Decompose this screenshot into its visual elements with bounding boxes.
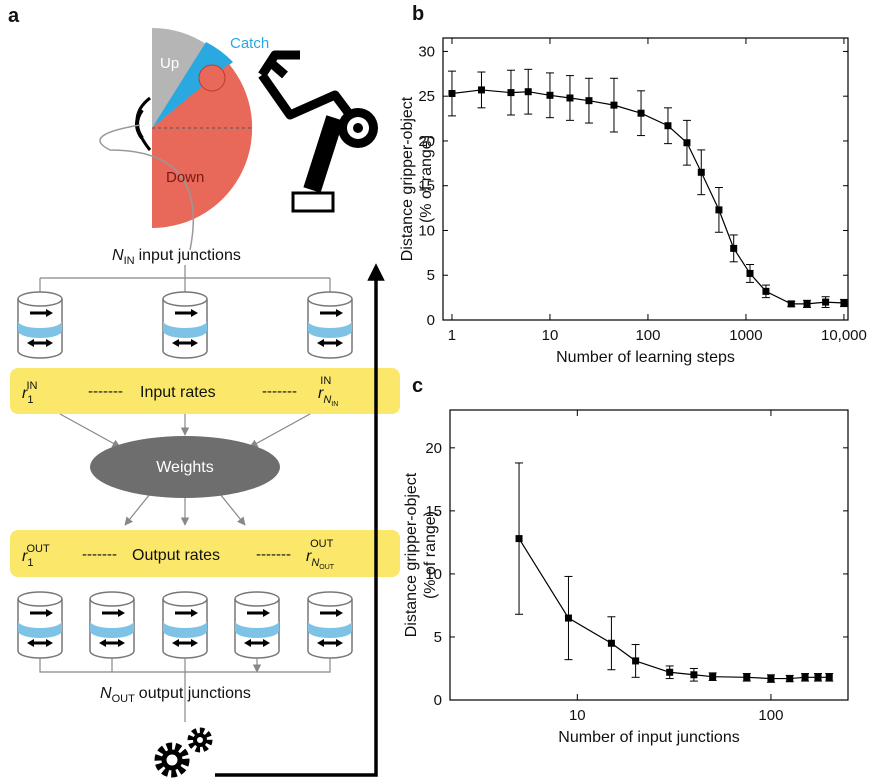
scene — [100, 28, 378, 250]
subscript: N — [323, 394, 331, 406]
panel-label: c — [412, 375, 423, 397]
panel-label: a — [8, 5, 20, 27]
marker — [730, 245, 737, 252]
marker — [565, 615, 572, 622]
marker — [585, 97, 592, 104]
dashes: ------- — [262, 383, 297, 400]
y-tick-label: 5 — [434, 629, 442, 646]
marker — [767, 675, 774, 682]
marker — [762, 288, 769, 295]
superscript: IN — [26, 380, 37, 392]
subscript: 1 — [27, 394, 33, 406]
y-tick-label: 0 — [427, 312, 435, 329]
marker — [525, 88, 532, 95]
y-tick-label: 10 — [418, 222, 435, 239]
symbol: N — [100, 685, 112, 702]
x-tick-label: 1000 — [729, 327, 762, 344]
marker — [804, 300, 811, 307]
input-junctions-label: NIN input junctions — [112, 247, 241, 267]
y-tick-label: 30 — [418, 43, 435, 60]
x-tick-label: 100 — [758, 707, 783, 724]
subscript: N — [311, 557, 319, 569]
input-connectors — [18, 265, 352, 358]
up-label: Up — [160, 55, 179, 72]
y-tick-label: 0 — [434, 692, 442, 709]
marker — [516, 535, 523, 542]
sub-subscript: OUT — [319, 564, 335, 571]
y-axis-label: (% of range) — [418, 135, 435, 223]
input-rates-label: Input rates — [140, 384, 216, 401]
y-tick-label: 20 — [425, 440, 442, 457]
weights-label: Weights — [156, 459, 214, 476]
y-axis-label: Distance gripper-object — [403, 472, 420, 637]
marker — [507, 89, 514, 96]
x-tick-label: 100 — [635, 327, 660, 344]
x-tick-label: 10,000 — [821, 327, 867, 344]
marker — [786, 675, 793, 682]
y-tick-label: 5 — [427, 267, 435, 284]
x-axis-label: Number of learning steps — [556, 349, 735, 366]
marker — [664, 122, 671, 129]
text: output junctions — [139, 685, 251, 702]
marker — [610, 102, 617, 109]
marker — [747, 270, 754, 277]
dashes: ------- — [82, 546, 117, 563]
x-tick-label: 1 — [448, 327, 456, 344]
subscript: OUT — [112, 693, 136, 705]
subscript: 1 — [27, 557, 33, 569]
marker — [715, 206, 722, 213]
data-line — [452, 90, 844, 304]
y-axis-label: (% of range) — [422, 511, 439, 599]
output-rates-label: Output rates — [132, 547, 220, 564]
gears — [159, 731, 209, 773]
marker — [632, 657, 639, 664]
data-line — [519, 539, 829, 679]
marker — [478, 86, 485, 93]
subscript: IN — [124, 255, 135, 267]
marker — [546, 92, 553, 99]
dashes: ------- — [88, 383, 123, 400]
symbol: N — [112, 247, 124, 264]
marker — [608, 640, 615, 647]
x-tick-label: 10 — [569, 707, 586, 724]
marker — [683, 139, 690, 146]
marker — [743, 674, 750, 681]
superscript: OUT — [26, 543, 50, 555]
marker — [822, 299, 829, 306]
marker — [638, 110, 645, 117]
marker — [788, 300, 795, 307]
marker — [709, 673, 716, 680]
superscript: IN — [320, 375, 331, 387]
x-tick-label: 10 — [542, 327, 559, 344]
y-axis-label: Distance gripper-object — [399, 96, 416, 261]
panel-label: b — [412, 3, 424, 25]
marker — [690, 671, 697, 678]
output-connectors — [18, 592, 352, 722]
marker — [566, 94, 573, 101]
marker — [826, 674, 833, 681]
marker — [666, 669, 673, 676]
figure: a Catch Up Down NINinput junctions r1IN … — [0, 0, 872, 783]
marker — [698, 169, 705, 176]
x-axis-label: Number of input junctions — [558, 729, 739, 746]
dashes: ------- — [256, 546, 291, 563]
plot-frame — [443, 38, 848, 320]
superscript: OUT — [310, 538, 334, 550]
catch-label: Catch — [230, 35, 269, 52]
marker — [802, 674, 809, 681]
marker — [815, 674, 822, 681]
y-tick-label: 25 — [418, 88, 435, 105]
marker — [448, 90, 455, 97]
plot-frame — [450, 410, 848, 700]
text: input junctions — [139, 247, 241, 264]
sub-subscript: IN — [331, 401, 338, 408]
down-label: Down — [166, 169, 204, 186]
marker — [840, 299, 847, 306]
